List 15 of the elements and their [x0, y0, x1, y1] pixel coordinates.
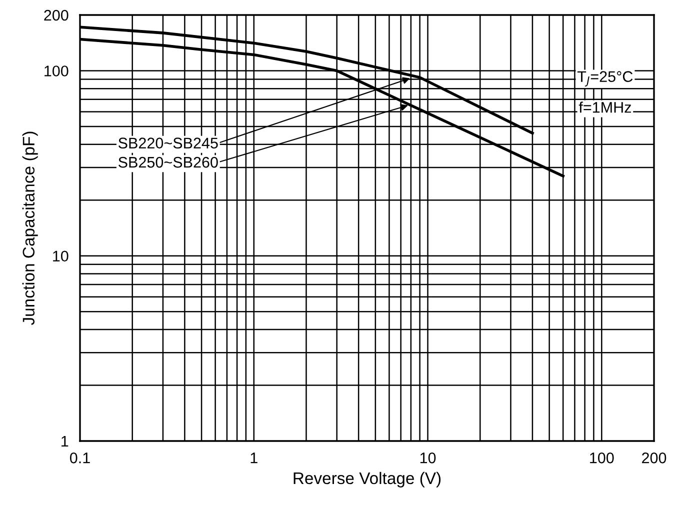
x-tick-label: 200 [642, 452, 666, 464]
annotation: T$_{J}$=25°C [577, 71, 633, 86]
x-tick-label: 100 [590, 452, 614, 464]
x-axis-title: Reverse Voltage (V) [294, 472, 441, 488]
x-tick-label: 1 [250, 452, 258, 464]
x-tick-label: 0.1 [70, 452, 90, 464]
y-tick-label: 1 [62, 436, 68, 447]
annotation: SB250~SB260 [118, 156, 218, 168]
x-tick-label: 10 [420, 452, 436, 464]
annotation: f=1MHz [578, 102, 631, 113]
y-axis-title: Junction Capacitance (pF) [22, 132, 38, 326]
y-tick-label: 100 [44, 66, 68, 76]
annotation: SB220~SB245 [118, 138, 218, 149]
y-tick-label: 10 [53, 250, 68, 262]
y-tick-label: 200 [44, 10, 68, 21]
